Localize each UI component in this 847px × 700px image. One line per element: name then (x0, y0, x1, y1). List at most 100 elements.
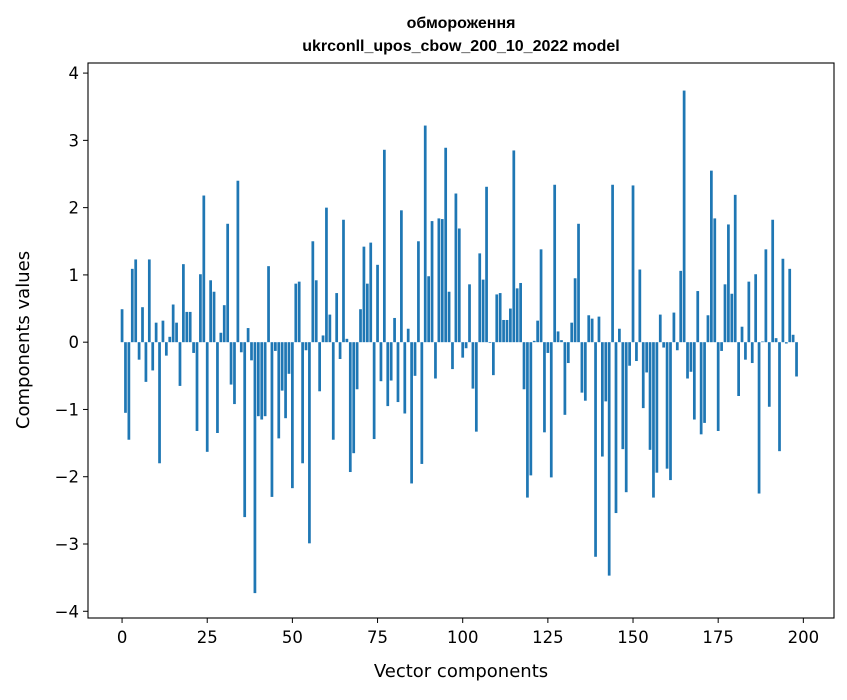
bar-6 (141, 307, 144, 343)
bar-123 (539, 249, 543, 343)
bar-2 (127, 342, 131, 440)
bar-137 (587, 315, 591, 343)
bar-31 (226, 223, 230, 343)
bar-163 (675, 342, 679, 351)
x-tick-label: 75 (367, 628, 388, 647)
bar-141 (601, 342, 604, 457)
bar-132 (570, 322, 574, 343)
bar-152 (638, 269, 642, 343)
bar-159 (662, 342, 666, 348)
plot-frame (87, 62, 835, 619)
bar-192 (774, 338, 778, 343)
bar-188 (761, 341, 764, 343)
bar-29 (219, 332, 223, 343)
bar-9 (151, 342, 155, 371)
bar-145 (614, 342, 618, 514)
bar-69 (355, 342, 359, 390)
bar-180 (733, 194, 737, 343)
bar-54 (304, 342, 308, 351)
bar-109 (492, 342, 495, 376)
bar-53 (301, 342, 304, 464)
bar-139 (594, 342, 597, 557)
bar-178 (727, 224, 730, 343)
bar-59 (321, 335, 325, 343)
bar-22 (195, 342, 199, 431)
bar-102 (468, 284, 471, 343)
bar-64 (338, 342, 342, 359)
bar-66 (345, 338, 349, 343)
bar-197 (791, 334, 795, 343)
bar-13 (164, 342, 168, 356)
bar-198 (795, 342, 798, 377)
bar-85 (410, 342, 413, 484)
bar-88 (420, 342, 424, 464)
bar-190 (767, 342, 771, 407)
y-tick-label: −4 (55, 602, 79, 621)
bar-43 (267, 266, 270, 343)
bar-36 (243, 342, 247, 518)
bar-166 (686, 342, 689, 379)
bar-90 (427, 276, 431, 343)
bar-148 (624, 342, 628, 493)
bar-27 (212, 291, 216, 343)
bar-49 (287, 342, 291, 374)
bar-87 (417, 241, 420, 343)
bar-146 (618, 328, 621, 343)
bar-182 (740, 326, 744, 343)
bar-183 (744, 342, 747, 360)
bar-99 (457, 228, 461, 343)
bar-115 (512, 150, 516, 343)
bar-92 (434, 342, 437, 379)
x-tick-label: 0 (117, 628, 128, 647)
bar-63 (335, 293, 339, 343)
bar-42 (263, 342, 267, 417)
bar-170 (699, 342, 703, 435)
bar-124 (543, 342, 546, 433)
bar-86 (413, 342, 417, 376)
bar-74 (372, 342, 376, 440)
bar-95 (444, 147, 448, 343)
bar-73 (369, 242, 373, 343)
chart-title: обмороження (407, 15, 516, 32)
bar-174 (713, 218, 717, 343)
x-tick-label: 100 (447, 628, 479, 647)
bar-81 (396, 342, 400, 403)
bar-82 (400, 210, 403, 343)
bar-71 (362, 246, 366, 343)
y-tick-label: 2 (69, 199, 80, 218)
bar-5 (137, 342, 141, 360)
y-axis: −4 −3 −2 −1 0 1 2 3 4 (55, 64, 88, 621)
bar-41 (260, 342, 264, 420)
bar-83 (403, 342, 407, 414)
bar-3 (130, 268, 134, 343)
bar-150 (631, 185, 635, 343)
bar-52 (297, 281, 301, 343)
bar-20 (188, 311, 192, 343)
bar-40 (256, 342, 260, 417)
bar-151 (635, 342, 638, 362)
bar-44 (270, 342, 274, 497)
bar-103 (471, 342, 475, 389)
bar-138 (590, 318, 594, 343)
bar-191 (771, 219, 775, 343)
bar-157 (655, 342, 659, 473)
x-tick-label: 200 (788, 628, 820, 647)
bar-104 (474, 342, 478, 432)
bar-133 (573, 278, 577, 343)
bar-50 (291, 342, 294, 489)
y-axis-label: Components values (13, 251, 34, 429)
bar-11 (158, 342, 161, 464)
bar-14 (168, 336, 172, 343)
bar-100 (461, 342, 465, 358)
bar-94 (440, 219, 444, 343)
bar-136 (583, 342, 587, 401)
bar-38 (250, 342, 253, 361)
bar-78 (386, 342, 390, 407)
bar-0 (120, 309, 124, 343)
bar-4 (134, 259, 138, 343)
bar-19 (185, 311, 189, 343)
bar-107 (485, 186, 488, 343)
bar-24 (202, 195, 206, 343)
bar-193 (778, 342, 781, 452)
